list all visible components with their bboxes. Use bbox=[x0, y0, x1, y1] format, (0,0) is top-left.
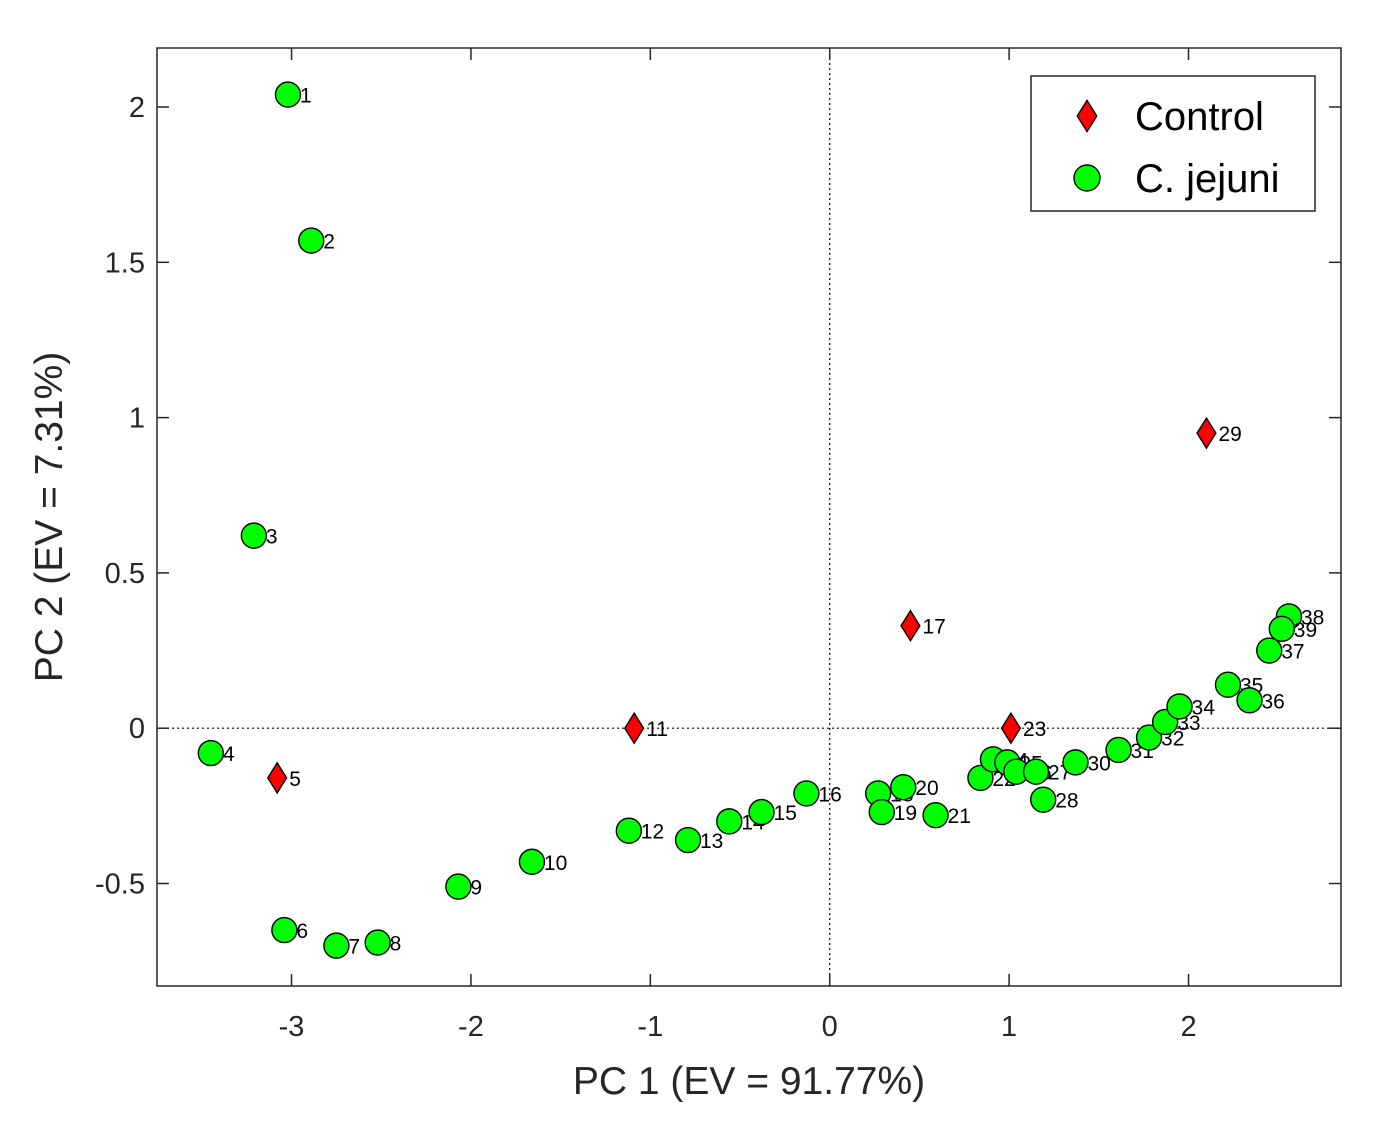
point-label: 8 bbox=[390, 933, 402, 956]
y-tick-label: 1.5 bbox=[105, 247, 145, 279]
jejuni-point bbox=[674, 826, 702, 854]
legend-marker bbox=[1076, 99, 1098, 133]
jejuni-point bbox=[518, 848, 546, 875]
series-control: 5 11 17 23 29 bbox=[266, 416, 1242, 795]
point-label: 21 bbox=[948, 805, 971, 828]
legend-marker bbox=[1073, 164, 1101, 192]
jejuni-point bbox=[716, 808, 743, 835]
y-tick-label: 0.5 bbox=[105, 558, 145, 590]
axis-ticks bbox=[157, 48, 1341, 986]
control-point bbox=[266, 761, 288, 795]
jejuni-point bbox=[240, 522, 268, 549]
point-label: 37 bbox=[1281, 641, 1304, 664]
point-label: 20 bbox=[915, 777, 938, 800]
legend: Control C. jejuni bbox=[1030, 75, 1316, 212]
jejuni-point bbox=[1268, 615, 1296, 643]
point-label: 15 bbox=[774, 802, 797, 825]
point-label: 30 bbox=[1087, 752, 1110, 775]
y-tick-label: 2 bbox=[129, 92, 145, 124]
point-label: 34 bbox=[1192, 696, 1216, 719]
jejuni-point bbox=[1062, 749, 1089, 776]
x-tick-label: 1 bbox=[1001, 1011, 1017, 1043]
jejuni-point bbox=[748, 798, 775, 826]
point-label: 13 bbox=[700, 830, 723, 853]
jejuni-point bbox=[967, 764, 994, 792]
jejuni-point bbox=[1236, 687, 1263, 714]
x-tick-label: -3 bbox=[279, 1011, 305, 1043]
point-label: 28 bbox=[1055, 790, 1078, 813]
point-label: 19 bbox=[894, 802, 917, 825]
x-axis-title: PC 1 (EV = 91.77%) bbox=[573, 1060, 925, 1103]
jejuni-point bbox=[922, 801, 949, 829]
jejuni-point bbox=[364, 929, 391, 956]
y-axis-title: PC 2 (EV = 7.31%) bbox=[28, 352, 71, 683]
jejuni-point bbox=[1135, 724, 1163, 751]
point-label: 5 bbox=[289, 768, 301, 791]
tick-labels: -3 -2 -1 0 1 2-0.500.511.52 bbox=[95, 92, 1197, 1043]
jejuni-point bbox=[890, 774, 917, 801]
point-label: 38 bbox=[1301, 606, 1324, 629]
point-label: 17 bbox=[922, 616, 945, 639]
point-label: 36 bbox=[1262, 690, 1285, 713]
jejuni-point bbox=[445, 873, 472, 900]
jejuni-point bbox=[1256, 637, 1283, 664]
point-label: 3 bbox=[266, 526, 278, 549]
point-label: 39 bbox=[1294, 619, 1317, 642]
point-label: 11 bbox=[646, 718, 668, 741]
jejuni-point bbox=[274, 81, 302, 108]
series-c-jejuni: 1234678910121314151618192021222425262728… bbox=[197, 81, 1324, 959]
point-label: 1 bbox=[300, 85, 312, 108]
control-point bbox=[900, 609, 921, 643]
point-label: 4 bbox=[223, 743, 235, 766]
jejuni-point bbox=[1214, 671, 1242, 698]
point-label: 12 bbox=[641, 821, 664, 844]
x-tick-label: -2 bbox=[458, 1011, 484, 1043]
control-point bbox=[623, 711, 645, 745]
data-points: 5111723291234678910121314151618192021222… bbox=[197, 81, 1324, 959]
y-tick-label: -0.5 bbox=[95, 869, 145, 901]
point-label: 16 bbox=[818, 783, 841, 806]
jejuni-point bbox=[1105, 736, 1132, 764]
point-label: 2 bbox=[323, 231, 335, 254]
jejuni-point bbox=[323, 932, 350, 959]
legend-label: Control bbox=[1135, 95, 1264, 139]
x-tick-label: -1 bbox=[637, 1011, 663, 1043]
x-tick-label: 0 bbox=[822, 1011, 838, 1043]
legend-label: C. jejuni bbox=[1135, 157, 1280, 201]
jejuni-point bbox=[868, 798, 895, 826]
point-label: 9 bbox=[470, 877, 482, 900]
jejuni-point bbox=[615, 817, 643, 844]
x-tick-label: 2 bbox=[1180, 1011, 1196, 1043]
y-tick-label: 1 bbox=[129, 403, 145, 435]
control-point bbox=[1000, 711, 1022, 745]
y-tick-label: 0 bbox=[129, 713, 145, 745]
point-label: 29 bbox=[1218, 423, 1241, 446]
point-label: 6 bbox=[296, 920, 308, 943]
jejuni-point bbox=[298, 227, 325, 254]
jejuni-point bbox=[197, 739, 225, 767]
jejuni-point bbox=[271, 916, 298, 944]
jejuni-point bbox=[1022, 758, 1050, 785]
point-label: 7 bbox=[348, 936, 360, 959]
plot-frame bbox=[156, 47, 1342, 987]
control-point bbox=[1196, 416, 1217, 450]
jejuni-point bbox=[1030, 786, 1057, 813]
jejuni-point bbox=[1166, 693, 1193, 720]
point-label: 10 bbox=[544, 852, 567, 875]
jejuni-point bbox=[793, 780, 820, 807]
point-label: 23 bbox=[1023, 718, 1046, 741]
